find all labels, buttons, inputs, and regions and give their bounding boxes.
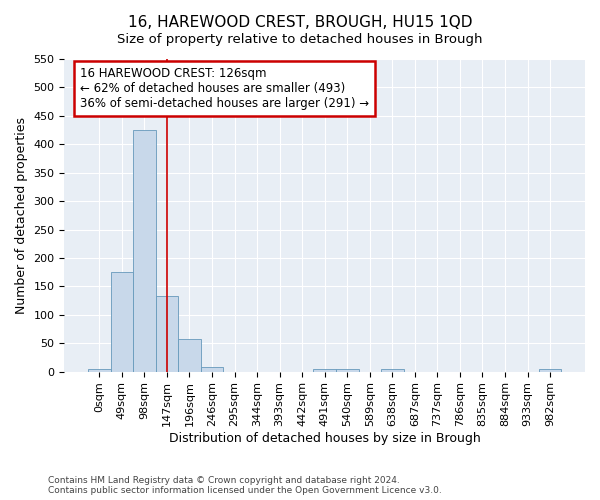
Text: 16, HAREWOOD CREST, BROUGH, HU15 1QD: 16, HAREWOOD CREST, BROUGH, HU15 1QD <box>128 15 472 30</box>
Bar <box>110 272 133 372</box>
X-axis label: Distribution of detached houses by size in Brough: Distribution of detached houses by size … <box>169 432 481 445</box>
Bar <box>155 296 178 372</box>
Bar <box>539 370 562 372</box>
Text: 16 HAREWOOD CREST: 126sqm
← 62% of detached houses are smaller (493)
36% of semi: 16 HAREWOOD CREST: 126sqm ← 62% of detac… <box>80 67 369 110</box>
Bar <box>313 370 336 372</box>
Text: Size of property relative to detached houses in Brough: Size of property relative to detached ho… <box>117 32 483 46</box>
Bar <box>336 370 359 372</box>
Bar <box>381 370 404 372</box>
Y-axis label: Number of detached properties: Number of detached properties <box>15 117 28 314</box>
Text: Contains HM Land Registry data © Crown copyright and database right 2024.
Contai: Contains HM Land Registry data © Crown c… <box>48 476 442 495</box>
Bar <box>88 369 110 372</box>
Bar <box>201 367 223 372</box>
Bar <box>133 130 155 372</box>
Bar <box>178 338 201 372</box>
